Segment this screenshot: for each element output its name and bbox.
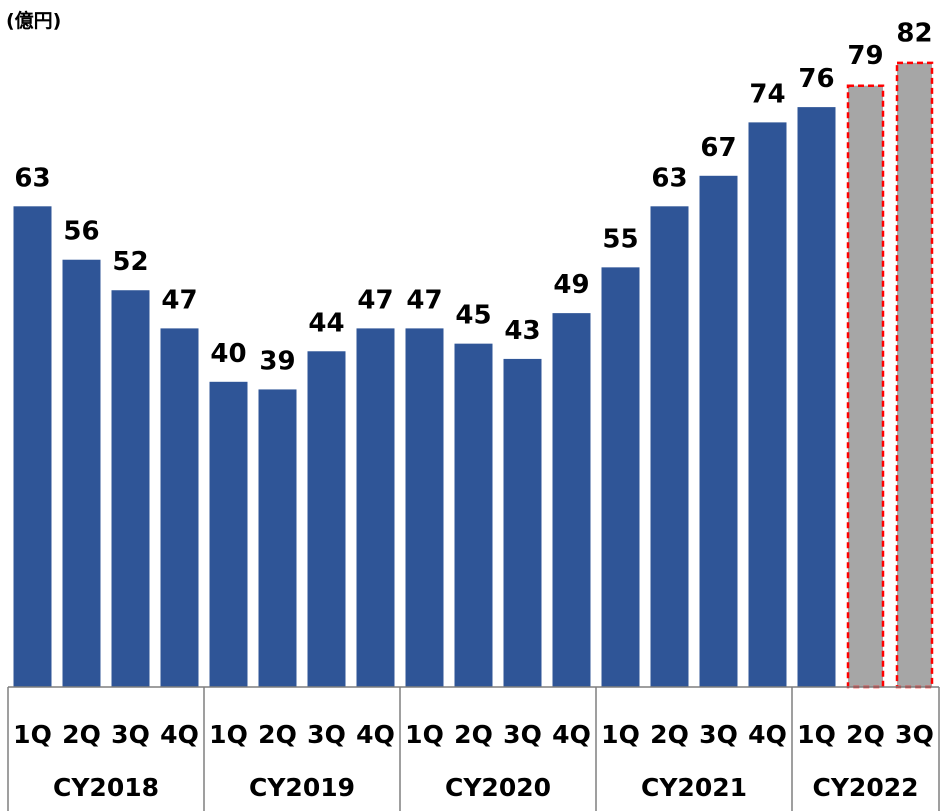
quarter-tick-label: 4Q bbox=[160, 720, 199, 749]
value-labels-group: 63 56 52 47 40 39 44 47 47 45 43 49 55 63 67 74 76 79 82 bbox=[14, 18, 932, 376]
year-group-label: CY2022 bbox=[812, 773, 918, 802]
value-label: 63 bbox=[651, 163, 687, 193]
year-group-label: CY2020 bbox=[445, 773, 551, 802]
quarter-tick-label: 1Q bbox=[209, 720, 248, 749]
quarter-tick-label: 1Q bbox=[405, 720, 444, 749]
year-group-label: CY2018 bbox=[53, 773, 159, 802]
value-label: 55 bbox=[602, 224, 638, 254]
quarter-tick-label: 2Q bbox=[846, 720, 885, 749]
bars-group bbox=[13, 61, 934, 689]
bar bbox=[111, 290, 150, 687]
value-label: 49 bbox=[553, 270, 589, 300]
bar bbox=[699, 175, 738, 688]
forecast-bar bbox=[846, 84, 885, 689]
quarter-tick-label: 1Q bbox=[601, 720, 640, 749]
value-label: 67 bbox=[700, 133, 736, 163]
quarter-tick-label: 3Q bbox=[895, 720, 934, 749]
bar bbox=[748, 122, 787, 687]
quarter-tick-label: 4Q bbox=[356, 720, 395, 749]
bar bbox=[797, 107, 836, 688]
year-group-label: CY2021 bbox=[641, 773, 747, 802]
bar bbox=[454, 343, 493, 687]
bar bbox=[356, 328, 395, 687]
category-axis: 1Q 2Q 3Q 4Q 1Q 2Q 3Q 4Q 1Q 2Q 3Q 4Q 1Q 2Q 3Q 4Q 1Q 2Q 3Q CY… bbox=[7, 686, 940, 811]
value-label: 47 bbox=[406, 285, 442, 315]
quarter-tick-label: 3Q bbox=[111, 720, 150, 749]
bar bbox=[160, 328, 199, 687]
value-label: 63 bbox=[14, 163, 50, 193]
unit-label: (億円) bbox=[6, 10, 62, 32]
quarter-tick-label: 3Q bbox=[699, 720, 738, 749]
bar bbox=[552, 313, 591, 687]
quarter-tick-label: 2Q bbox=[258, 720, 297, 749]
bar bbox=[650, 206, 689, 687]
quarter-tick-label: 1Q bbox=[797, 720, 836, 749]
bar bbox=[209, 381, 248, 687]
forecast-bar bbox=[895, 61, 934, 689]
quarter-tick-label: 3Q bbox=[307, 720, 346, 749]
value-label: 56 bbox=[63, 217, 99, 247]
bar bbox=[601, 267, 640, 687]
value-label: 74 bbox=[749, 79, 785, 109]
value-label: 47 bbox=[357, 285, 393, 315]
value-label: 47 bbox=[161, 285, 197, 315]
quarter-tick-label: 2Q bbox=[650, 720, 689, 749]
value-label: 52 bbox=[112, 247, 148, 277]
quarter-tick-label: 1Q bbox=[13, 720, 52, 749]
quarter-tick-label: 3Q bbox=[503, 720, 542, 749]
quarter-tick-label: 4Q bbox=[748, 720, 787, 749]
bar bbox=[307, 351, 346, 687]
value-label: 43 bbox=[504, 316, 540, 346]
value-label: 45 bbox=[455, 301, 491, 331]
bar bbox=[405, 328, 444, 687]
bar bbox=[13, 206, 52, 687]
value-label: 40 bbox=[210, 339, 246, 369]
value-label: 39 bbox=[259, 346, 295, 376]
quarter-tick-label: 2Q bbox=[454, 720, 493, 749]
quarter-tick-label: 4Q bbox=[552, 720, 591, 749]
bar bbox=[503, 358, 542, 687]
value-label: 76 bbox=[798, 64, 834, 94]
bar bbox=[62, 259, 101, 687]
value-label: 79 bbox=[847, 41, 883, 71]
year-group-label: CY2019 bbox=[249, 773, 355, 802]
value-label: 44 bbox=[308, 308, 344, 338]
value-label: 82 bbox=[896, 18, 932, 48]
bar bbox=[258, 389, 297, 687]
quarter-tick-label: 2Q bbox=[62, 720, 101, 749]
